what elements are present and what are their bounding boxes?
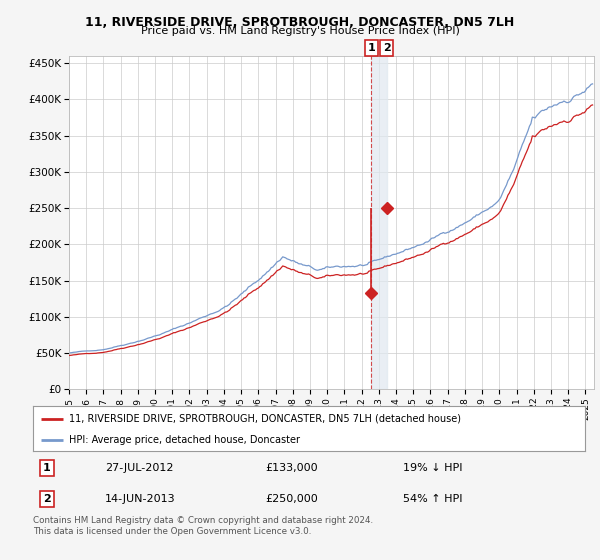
Bar (371, 56, 386, 389)
Text: 11, RIVERSIDE DRIVE, SPROTBROUGH, DONCASTER, DN5 7LH (detached house): 11, RIVERSIDE DRIVE, SPROTBROUGH, DONCAS… (69, 413, 461, 423)
Text: 2: 2 (383, 43, 391, 53)
Text: £250,000: £250,000 (265, 494, 317, 504)
Text: 19% ↓ HPI: 19% ↓ HPI (403, 463, 463, 473)
Text: 27-JUL-2012: 27-JUL-2012 (105, 463, 173, 473)
Text: 14-JUN-2013: 14-JUN-2013 (105, 494, 175, 504)
Text: £133,000: £133,000 (265, 463, 317, 473)
Text: HPI: Average price, detached house, Doncaster: HPI: Average price, detached house, Donc… (69, 435, 300, 445)
Text: 1: 1 (368, 43, 376, 53)
Text: 1: 1 (43, 463, 50, 473)
Text: 11, RIVERSIDE DRIVE, SPROTBROUGH, DONCASTER, DN5 7LH: 11, RIVERSIDE DRIVE, SPROTBROUGH, DONCAS… (85, 16, 515, 29)
Text: Price paid vs. HM Land Registry's House Price Index (HPI): Price paid vs. HM Land Registry's House … (140, 26, 460, 36)
Text: Contains HM Land Registry data © Crown copyright and database right 2024.
This d: Contains HM Land Registry data © Crown c… (33, 516, 373, 536)
Text: 2: 2 (43, 494, 50, 504)
Text: 54% ↑ HPI: 54% ↑ HPI (403, 494, 463, 504)
